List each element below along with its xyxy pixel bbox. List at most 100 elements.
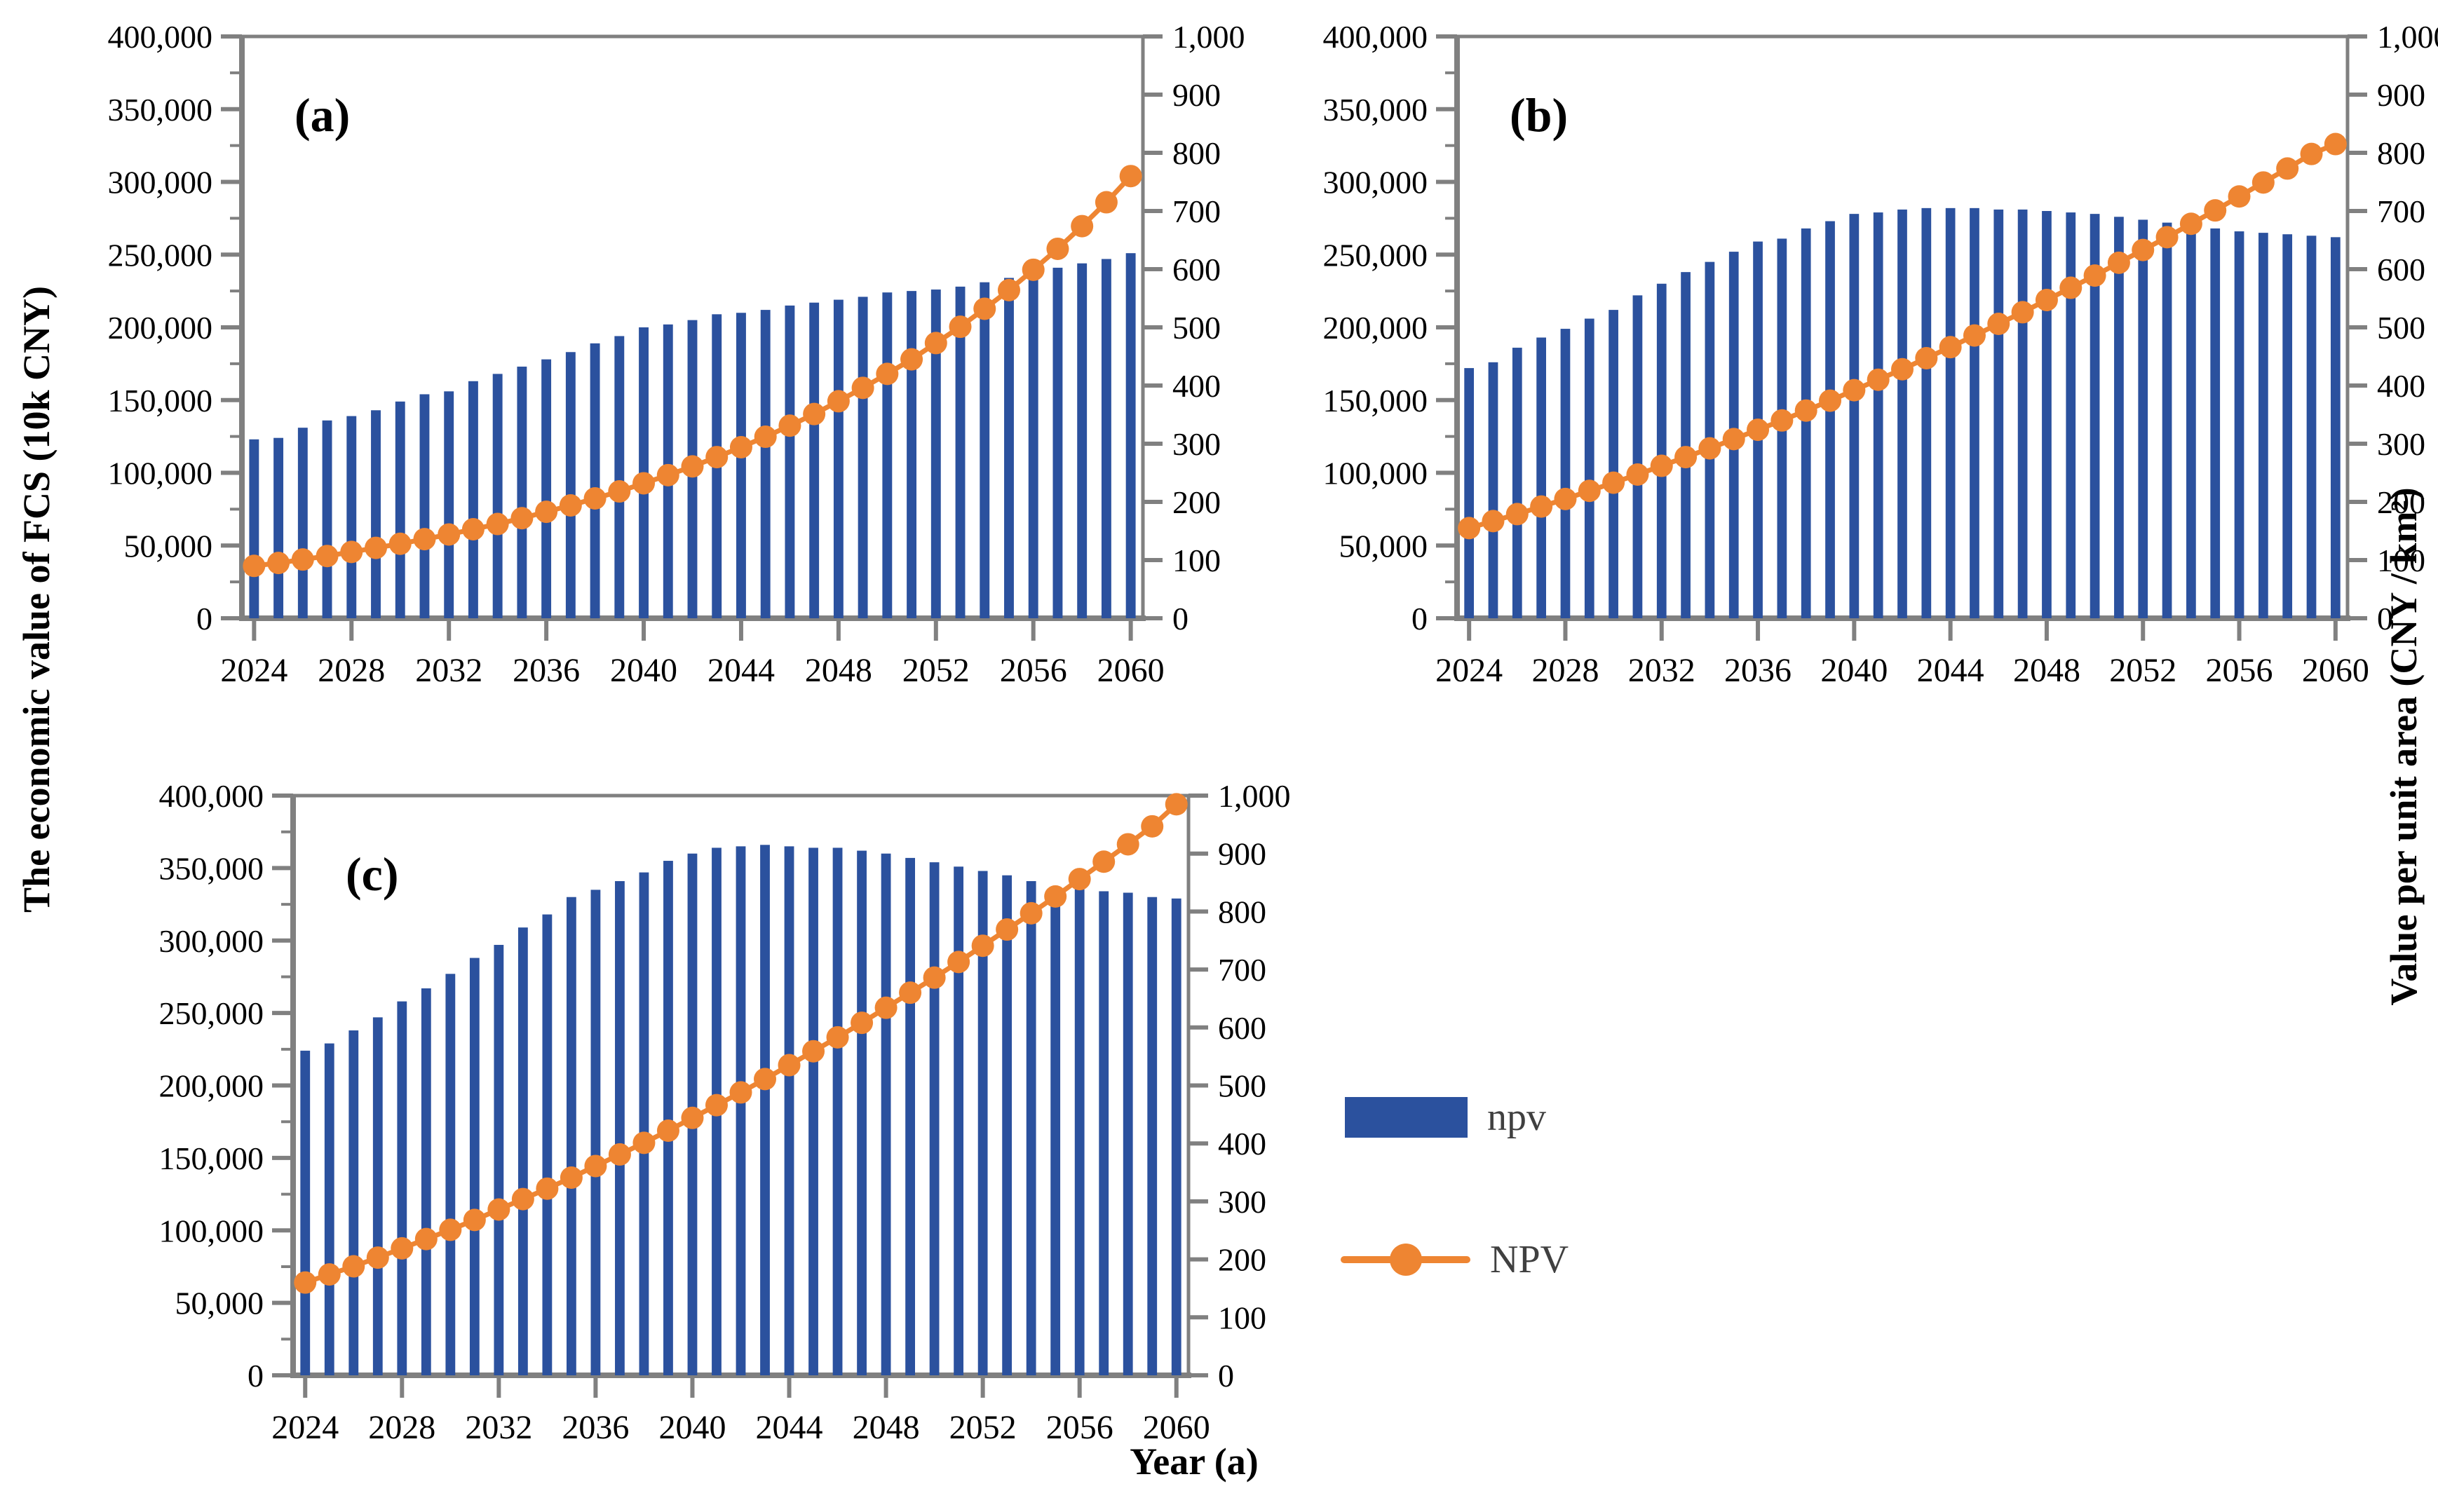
svg-text:350,000: 350,000	[159, 850, 264, 886]
svg-text:2060: 2060	[2302, 652, 2369, 689]
svg-text:2048: 2048	[853, 1409, 920, 1446]
svg-text:800: 800	[1218, 894, 1266, 929]
legend-line-entry: NPV	[1341, 1239, 1569, 1280]
svg-text:0: 0	[248, 1358, 264, 1394]
bar-swatch-icon	[1345, 1097, 1468, 1138]
svg-text:400: 400	[2377, 368, 2425, 404]
svg-text:2044: 2044	[756, 1409, 823, 1446]
svg-text:1,000: 1,000	[1218, 778, 1291, 814]
svg-text:2036: 2036	[513, 652, 580, 689]
svg-text:900: 900	[2377, 77, 2425, 113]
svg-text:600: 600	[2377, 252, 2425, 287]
svg-text:2044: 2044	[1917, 652, 1984, 689]
svg-text:2036: 2036	[1724, 652, 1792, 689]
svg-text:150,000: 150,000	[108, 383, 213, 418]
svg-text:(c): (c)	[346, 847, 398, 901]
svg-text:700: 700	[2377, 193, 2425, 229]
svg-text:150,000: 150,000	[1323, 383, 1428, 418]
svg-text:2052: 2052	[949, 1409, 1017, 1446]
svg-text:0: 0	[1172, 601, 1188, 636]
svg-text:2032: 2032	[415, 652, 482, 689]
svg-text:700: 700	[1172, 193, 1221, 229]
svg-text:1,000: 1,000	[1172, 19, 1245, 55]
svg-text:200,000: 200,000	[1323, 310, 1428, 346]
svg-text:2024: 2024	[1435, 652, 1503, 689]
chart-panel-b: 0 50,000 100,000 150,000 200,000 250,000 300,0…	[1323, 19, 2438, 689]
svg-text:700: 700	[1218, 952, 1266, 988]
svg-text:50,000: 50,000	[175, 1286, 264, 1321]
svg-text:2028: 2028	[1531, 652, 1599, 689]
svg-text:400,000: 400,000	[159, 778, 264, 814]
x-axis-title: Year (a)	[1130, 1441, 1259, 1483]
svg-text:300,000: 300,000	[159, 923, 264, 959]
svg-text:0: 0	[1411, 601, 1428, 636]
left-axis-title: The economic value of FCS (10k CNY)	[15, 286, 57, 913]
svg-text:800: 800	[1172, 135, 1221, 171]
svg-text:200: 200	[1218, 1242, 1266, 1278]
svg-text:2056: 2056	[1046, 1409, 1113, 1446]
svg-text:300: 300	[1172, 426, 1221, 462]
svg-text:2028: 2028	[368, 1409, 435, 1446]
svg-text:2024: 2024	[220, 652, 287, 689]
svg-text:0: 0	[2377, 601, 2393, 636]
svg-text:2060: 2060	[1097, 652, 1165, 689]
svg-text:600: 600	[1218, 1010, 1266, 1046]
svg-text:250,000: 250,000	[108, 237, 213, 273]
svg-text:350,000: 350,000	[108, 92, 213, 128]
svg-text:2048: 2048	[2013, 652, 2080, 689]
svg-text:200,000: 200,000	[159, 1068, 264, 1104]
svg-text:400,000: 400,000	[108, 19, 213, 55]
svg-text:100: 100	[1172, 543, 1221, 578]
svg-text:100: 100	[1218, 1300, 1266, 1335]
svg-text:500: 500	[1218, 1068, 1266, 1104]
svg-text:2056: 2056	[1000, 652, 1067, 689]
svg-text:300,000: 300,000	[108, 165, 213, 200]
svg-text:2032: 2032	[1628, 652, 1695, 689]
svg-text:2060: 2060	[1143, 1409, 1210, 1446]
chart-panel-a: 0 50,000 100,000 150,000 200,000 250,000 300,0…	[108, 19, 1245, 689]
svg-text:250,000: 250,000	[1323, 237, 1428, 273]
chart-panel-c: 0 50,000 100,000 150,000 200,000 250,000 300,0…	[159, 778, 1291, 1446]
svg-text:150,000: 150,000	[159, 1140, 264, 1176]
line-marker-swatch-icon	[1341, 1239, 1470, 1280]
svg-text:200,000: 200,000	[108, 310, 213, 346]
svg-text:200: 200	[1172, 484, 1221, 520]
legend-bar-entry: npv	[1345, 1097, 1546, 1138]
svg-text:2056: 2056	[2206, 652, 2273, 689]
svg-text:2036: 2036	[562, 1409, 629, 1446]
svg-text:(a): (a)	[294, 88, 350, 142]
svg-text:250,000: 250,000	[159, 995, 264, 1031]
svg-text:2048: 2048	[805, 652, 872, 689]
svg-text:0: 0	[1218, 1358, 1234, 1394]
svg-text:400: 400	[1218, 1126, 1266, 1162]
svg-text:2052: 2052	[2109, 652, 2176, 689]
svg-text:2040: 2040	[1820, 652, 1888, 689]
svg-text:500: 500	[1172, 310, 1221, 346]
svg-text:300,000: 300,000	[1323, 165, 1428, 200]
svg-text:2032: 2032	[465, 1409, 532, 1446]
svg-text:2028: 2028	[318, 652, 385, 689]
svg-text:100,000: 100,000	[108, 456, 213, 491]
svg-text:2052: 2052	[902, 652, 970, 689]
svg-text:800: 800	[2377, 135, 2425, 171]
svg-text:900: 900	[1218, 836, 1266, 872]
svg-text:400: 400	[1172, 368, 1221, 404]
svg-text:2044: 2044	[707, 652, 775, 689]
svg-text:2024: 2024	[271, 1409, 339, 1446]
svg-text:400,000: 400,000	[1323, 19, 1428, 55]
legend-line-label: NPV	[1490, 1238, 1569, 1281]
svg-text:100: 100	[2377, 543, 2425, 578]
svg-text:600: 600	[1172, 252, 1221, 287]
svg-text:2040: 2040	[658, 1409, 726, 1446]
svg-text:0: 0	[196, 601, 212, 636]
svg-text:1,000: 1,000	[2377, 19, 2438, 55]
svg-text:2040: 2040	[610, 652, 677, 689]
svg-text:100,000: 100,000	[159, 1213, 264, 1248]
right-axis-title: Value per unit area (CNY / km²)	[2383, 487, 2425, 1006]
legend-bar-label: npv	[1487, 1096, 1546, 1139]
svg-text:50,000: 50,000	[124, 528, 213, 564]
svg-text:(b): (b)	[1510, 88, 1568, 142]
svg-text:350,000: 350,000	[1323, 92, 1428, 128]
svg-text:500: 500	[2377, 310, 2425, 346]
